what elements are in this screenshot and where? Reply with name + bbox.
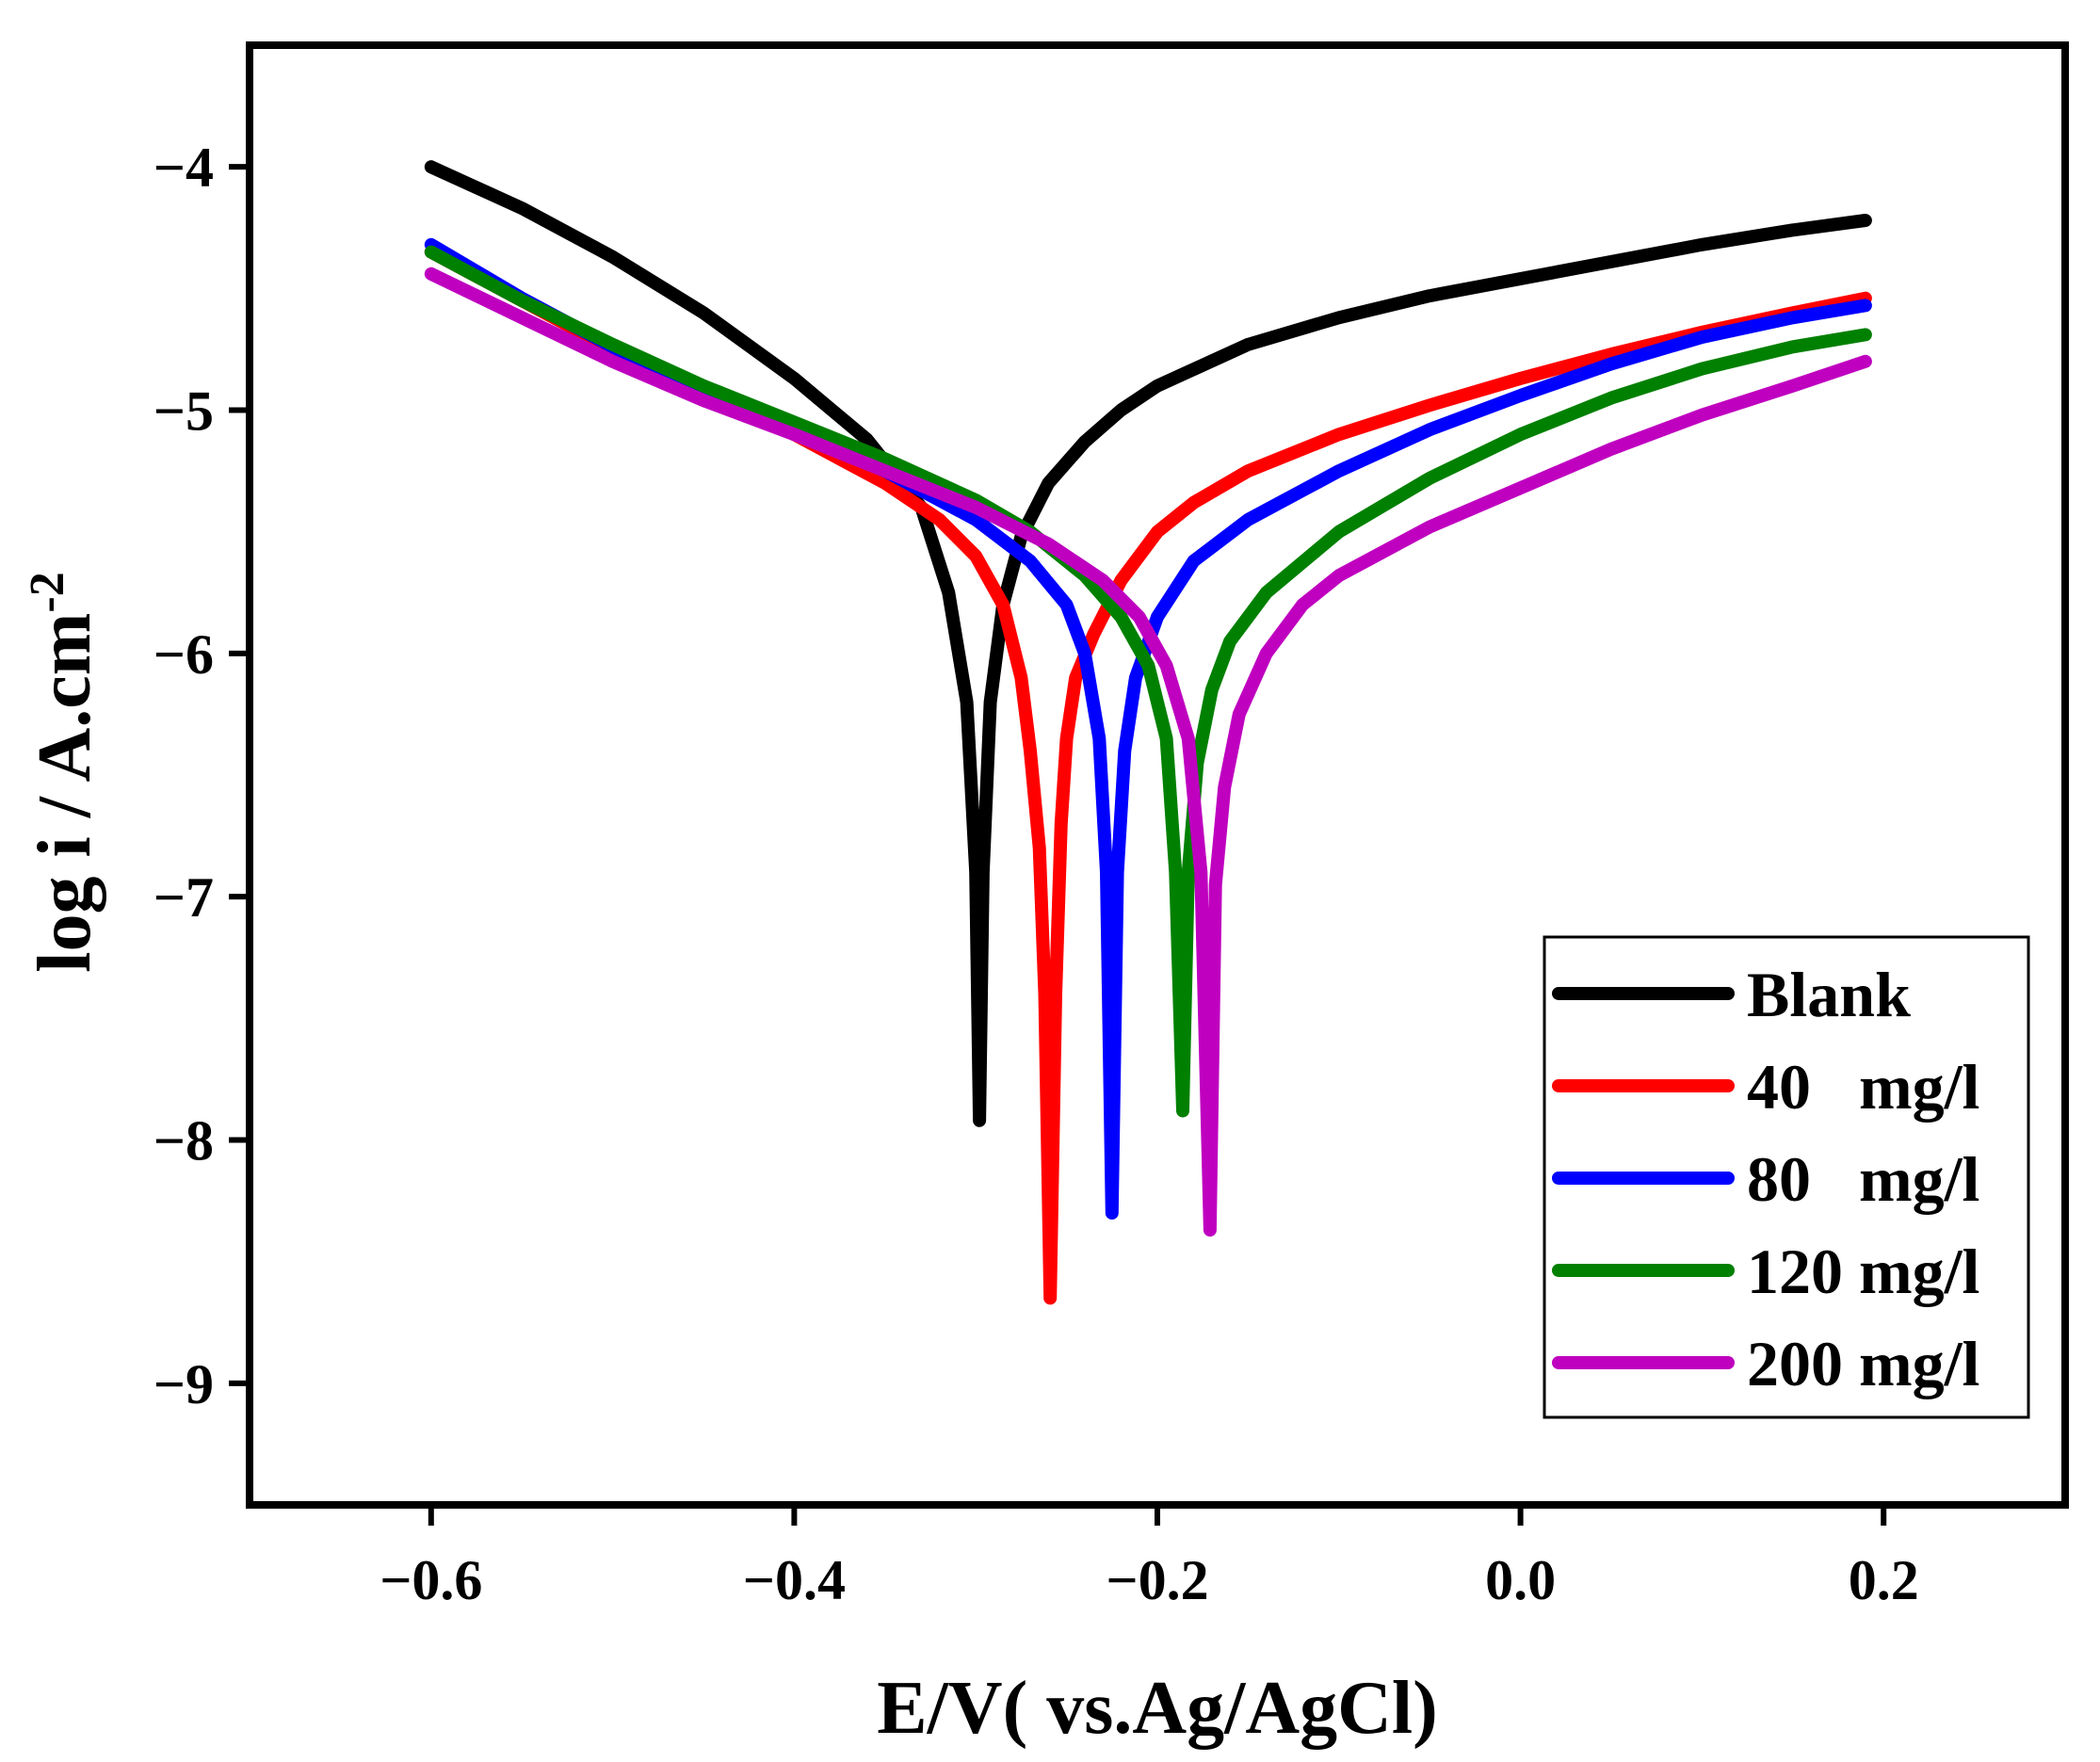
y-axis-title-main: log i / A.cm <box>24 613 106 973</box>
series-line-1 <box>424 245 1872 1305</box>
legend-items: Blank 40 mg/l 80 mg/l 120 mg/l 200 mg/l <box>1552 959 1979 1399</box>
series-line-3 <box>424 245 1872 1118</box>
y-tick-label-3: −7 <box>153 866 214 929</box>
x-tick-label-3: 0.0 <box>1485 1549 1556 1611</box>
legend-label-1: 40 mg/l <box>1747 1051 1979 1123</box>
legend-label-2: 80 mg/l <box>1747 1143 1979 1215</box>
y-tick-label-5: −9 <box>153 1353 214 1415</box>
y-axis-title-superscript: -2 <box>21 572 74 612</box>
x-tick-label-4: 0.2 <box>1849 1549 1919 1611</box>
legend: Blank 40 mg/l 80 mg/l 120 mg/l 200 mg/l <box>1543 935 2030 1419</box>
legend-label-4: 200 mg/l <box>1747 1328 1979 1399</box>
series-line-4 <box>424 267 1872 1237</box>
y-tick-label-0: −4 <box>153 137 214 199</box>
legend-label-0: Blank <box>1747 959 1911 1030</box>
axis-layer: −0.6 −0.4 −0.2 0.0 0.2 −4 −5 −6 −7 −8 −9 <box>153 137 1919 1611</box>
x-axis-title: E/V( vs.Ag/AgCl) <box>877 1667 1438 1750</box>
y-tick-label-1: −5 <box>153 380 214 443</box>
series-layer <box>424 160 1872 1305</box>
y-axis-title: log i / A.cm-2 <box>21 572 107 973</box>
legend-label-3: 120 mg/l <box>1747 1236 1979 1307</box>
x-tick-label-1: −0.4 <box>743 1549 846 1611</box>
y-tick-label-2: −6 <box>153 623 214 686</box>
y-tick-label-4: −8 <box>153 1110 214 1172</box>
x-tick-label-0: −0.6 <box>380 1549 482 1611</box>
x-tick-label-2: −0.2 <box>1106 1549 1208 1611</box>
